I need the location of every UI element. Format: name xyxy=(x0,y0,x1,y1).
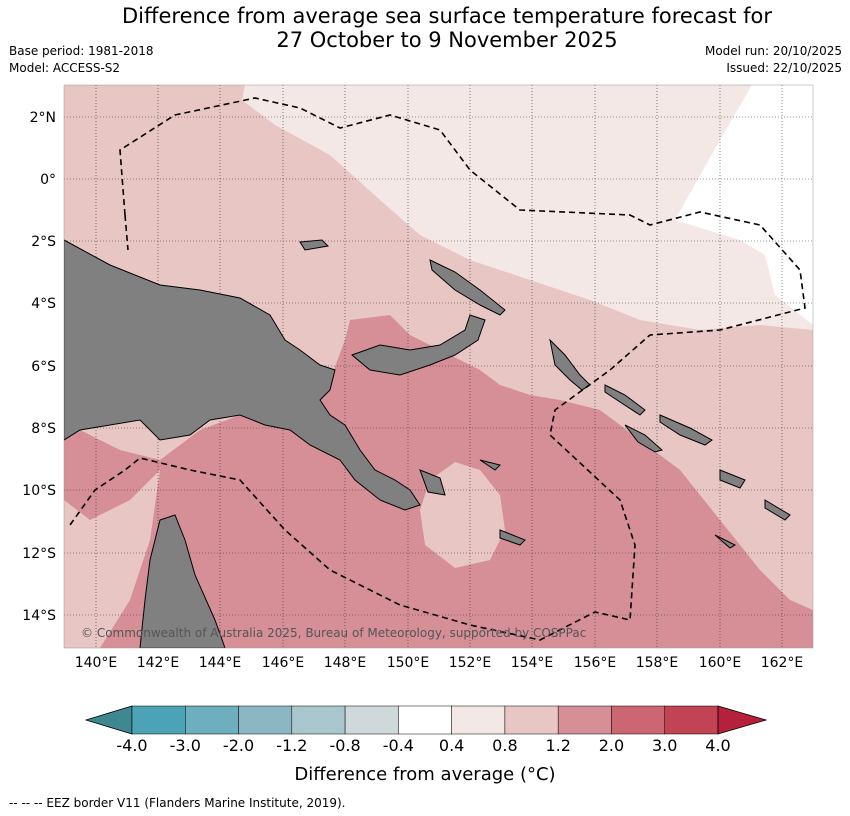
map-area xyxy=(64,85,813,648)
chart-title: Difference from average sea surface temp… xyxy=(0,4,850,52)
land-tip xyxy=(714,534,737,549)
colorbar-segment xyxy=(664,705,719,735)
title-line-2: 27 October to 9 November 2025 xyxy=(276,28,618,52)
band-neutral xyxy=(675,85,813,325)
land xyxy=(64,239,791,648)
eez-borders xyxy=(69,97,806,641)
colorbar-segment xyxy=(131,705,186,735)
lat-tick: 12°S xyxy=(22,546,56,562)
colorbar-tick-label: -4.0 xyxy=(116,736,147,755)
lat-tick: 10°S xyxy=(22,483,56,499)
land-solomons-5 xyxy=(764,499,791,521)
lat-tick: 8°S xyxy=(31,421,56,437)
model-name: Model: ACCESS-S2 xyxy=(9,61,121,75)
band-0-8-1-2-left xyxy=(64,470,160,648)
lat-tick: 4°S xyxy=(31,296,56,312)
colorbar-tick-label: 4.0 xyxy=(705,736,730,755)
eez-footnote: -- -- -- EEZ border V11 (Flanders Marine… xyxy=(9,796,346,810)
colorbar-segment xyxy=(504,705,559,735)
lon-tick: 146°E xyxy=(262,655,305,671)
colorbar-extend-high xyxy=(717,705,768,735)
meta-right: Model run: 20/10/2025 Issued: 22/10/2025 xyxy=(705,43,842,77)
lon-tick: 148°E xyxy=(324,655,367,671)
colorbar-segment xyxy=(238,705,293,735)
lon-tick: 162°E xyxy=(761,655,804,671)
land-new-britain xyxy=(351,314,486,376)
band-0-4-0-8 xyxy=(242,85,813,330)
lon-tick: 154°E xyxy=(511,655,554,671)
colorbar-tick-label: -3.0 xyxy=(170,736,201,755)
lon-tick-labels: 140°E 142°E 144°E 146°E 148°E 150°E 152°… xyxy=(75,655,804,671)
colorbar-tick-label: -1.2 xyxy=(276,736,307,755)
model-run: Model run: 20/10/2025 xyxy=(704,44,842,58)
colorbar-segment xyxy=(451,705,506,735)
colorbar-tick-label: -0.8 xyxy=(329,736,360,755)
colorbar-tick-label: -0.4 xyxy=(383,736,414,755)
colorbar-title: Difference from average (°C) xyxy=(294,764,555,785)
map-frame xyxy=(63,84,814,649)
colorbar-tick-label: -2.0 xyxy=(223,736,254,755)
lat-tick-labels: 2°N 0° 2°S 4°S 6°S 8°S 10°S 12°S 14°S xyxy=(22,110,56,624)
colorbar-extend-low xyxy=(84,705,133,735)
lon-tick: 158°E xyxy=(636,655,679,671)
lon-tick: 150°E xyxy=(387,655,430,671)
land-solomons-1 xyxy=(604,384,646,416)
colorbar-tick-label: 2.0 xyxy=(599,736,624,755)
base-period: Base period: 1981-2018 xyxy=(9,44,154,58)
land-solomons-2 xyxy=(659,414,713,446)
land-louisiade xyxy=(499,529,526,546)
lon-tick: 144°E xyxy=(199,655,242,671)
colorbar-tick-label: 1.2 xyxy=(545,736,570,755)
lat-tick: 0° xyxy=(40,172,56,188)
land-solomons-4 xyxy=(719,469,746,489)
colorbar-segment xyxy=(611,705,665,735)
colorbar xyxy=(84,705,768,735)
colorbar-labels: -4.0 -3.0 -2.0 -1.2 -0.8 -0.4 0.4 0.8 1.2 2.0 3.0 4… xyxy=(116,736,730,755)
lon-tick: 160°E xyxy=(699,655,742,671)
land-new-guinea xyxy=(64,239,421,511)
land-manus xyxy=(299,239,330,251)
colorbar-segment xyxy=(185,705,239,735)
land-solomons-3 xyxy=(624,424,664,453)
lon-tick: 140°E xyxy=(75,655,118,671)
colorbar-segment xyxy=(344,705,399,735)
lat-tick: 2°N xyxy=(30,110,56,126)
copyright-notice: © Commonwealth of Australia 2025, Bureau… xyxy=(81,626,586,640)
land-new-ireland xyxy=(429,259,506,316)
lon-tick: 152°E xyxy=(449,655,492,671)
colorbar-tick-label: 0.8 xyxy=(492,736,517,755)
issued-date: Issued: 22/10/2025 xyxy=(726,61,842,75)
land-dentrecasteaux xyxy=(419,469,446,496)
lat-tick: 6°S xyxy=(31,359,56,375)
colorbar-segment xyxy=(291,705,346,735)
land-australia-cape-york xyxy=(139,514,226,648)
lat-tick: 2°S xyxy=(31,234,56,250)
colorbar-tick-label: 0.4 xyxy=(439,736,464,755)
lon-tick: 156°E xyxy=(574,655,617,671)
meta-left: Base period: 1981-2018 Model: ACCESS-S2 xyxy=(9,43,154,77)
colorbar-segment xyxy=(398,705,452,735)
gridlines xyxy=(64,85,813,648)
land-rossel xyxy=(479,459,501,471)
lat-tick: 14°S xyxy=(22,608,56,624)
lon-tick: 142°E xyxy=(137,655,180,671)
colorbar-segment xyxy=(557,705,612,735)
title-line-1: Difference from average sea surface temp… xyxy=(122,4,772,28)
colorbar-tick-label: 3.0 xyxy=(652,736,677,755)
